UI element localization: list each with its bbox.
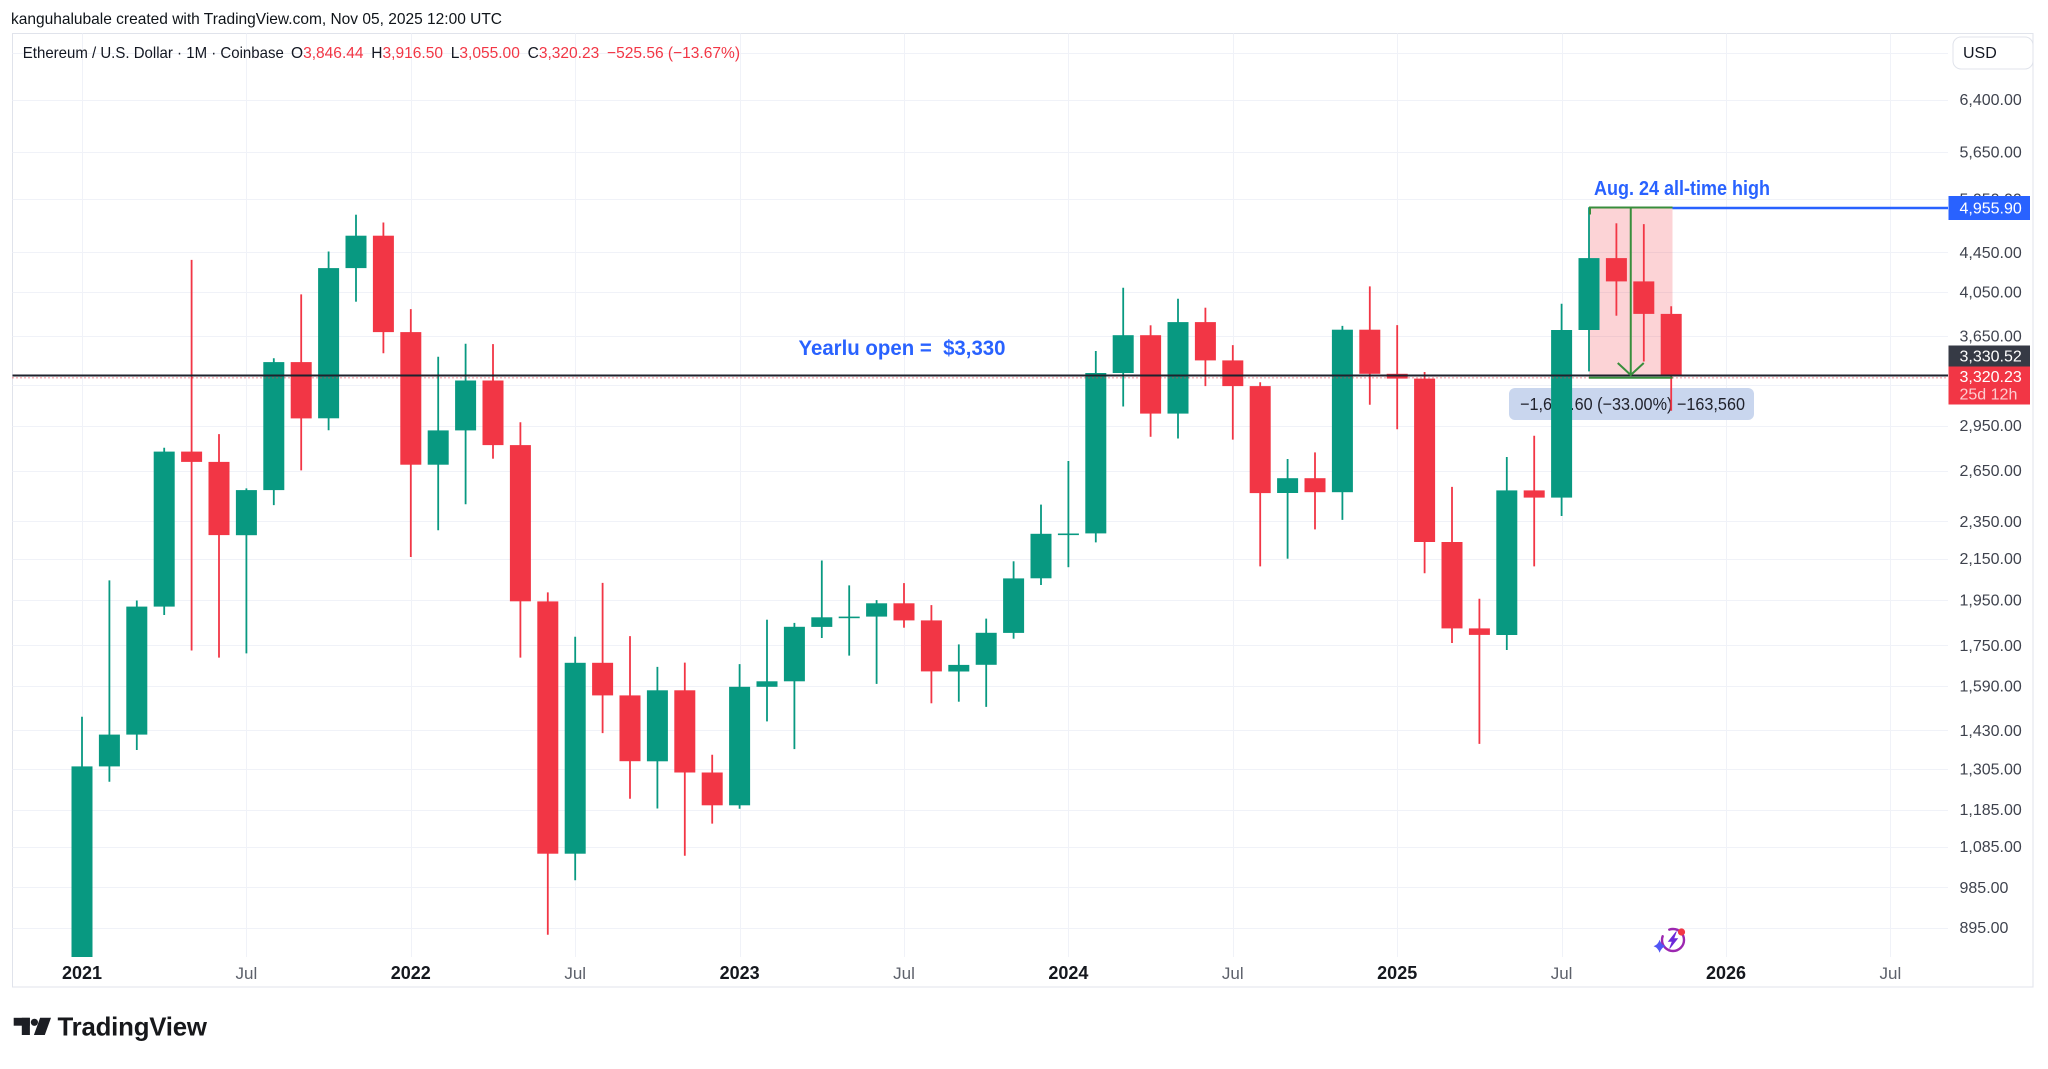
svg-text:1,590.00: 1,590.00 xyxy=(1960,678,2022,695)
svg-text:4,955.90: 4,955.90 xyxy=(1960,201,2022,218)
svg-text:3,320.23: 3,320.23 xyxy=(1960,369,2022,386)
svg-text:2,150.00: 2,150.00 xyxy=(1960,551,2022,568)
svg-text:25d 12h: 25d 12h xyxy=(1960,387,2018,404)
svg-text:Jul: Jul xyxy=(1222,964,1244,983)
svg-text:1,950.00: 1,950.00 xyxy=(1960,592,2022,609)
svg-text:4,450.00: 4,450.00 xyxy=(1960,245,2022,262)
svg-text:Jul: Jul xyxy=(1880,964,1902,983)
svg-text:Jul: Jul xyxy=(1551,964,1573,983)
svg-text:2,650.00: 2,650.00 xyxy=(1960,463,2022,480)
svg-text:2,350.00: 2,350.00 xyxy=(1960,514,2022,531)
svg-text:4,050.00: 4,050.00 xyxy=(1960,285,2022,302)
svg-text:Jul: Jul xyxy=(564,964,586,983)
svg-text:2026: 2026 xyxy=(1706,963,1746,983)
svg-text:Aug. 24 all-time high: Aug. 24 all-time high xyxy=(1594,177,1770,200)
svg-text:Jul: Jul xyxy=(236,964,258,983)
svg-text:kanguhalubale created with Tra: kanguhalubale created with TradingView.c… xyxy=(11,11,502,28)
svg-text:1,430.00: 1,430.00 xyxy=(1960,723,2022,740)
svg-text:3,650.00: 3,650.00 xyxy=(1960,328,2022,345)
svg-text:1,305.00: 1,305.00 xyxy=(1960,761,2022,778)
svg-text:2025: 2025 xyxy=(1377,963,1417,983)
svg-text:2023: 2023 xyxy=(720,963,760,983)
svg-text:895.00: 895.00 xyxy=(1960,920,2009,937)
svg-text:5,650.00: 5,650.00 xyxy=(1960,145,2022,162)
svg-text:1,185.00: 1,185.00 xyxy=(1960,802,2022,819)
svg-text:2021: 2021 xyxy=(62,963,102,983)
svg-text:Jul: Jul xyxy=(893,964,915,983)
svg-text:985.00: 985.00 xyxy=(1960,880,2009,897)
svg-text:Ethereum / U.S. Dollar · 1M ·: Ethereum / U.S. Dollar · 1M · Coinbase xyxy=(23,45,284,62)
svg-text:TradingView: TradingView xyxy=(58,1014,208,1042)
svg-text:3,330.52: 3,330.52 xyxy=(1960,349,2022,366)
svg-text:2,950.00: 2,950.00 xyxy=(1960,418,2022,435)
svg-text:2022: 2022 xyxy=(391,963,431,983)
svg-text:−1,635.60 (−33.00%) −163,560: −1,635.60 (−33.00%) −163,560 xyxy=(1520,394,1745,414)
svg-text:1,750.00: 1,750.00 xyxy=(1960,638,2022,655)
svg-text:2024: 2024 xyxy=(1048,963,1088,983)
svg-text:USD: USD xyxy=(1963,45,1997,62)
svg-text:Yearlu open = $3,330: Yearlu open = $3,330 xyxy=(799,337,1006,360)
svg-text:O3,846.44 H3,916.50 L3,055.00: O3,846.44 H3,916.50 L3,055.00 C3,320.23 … xyxy=(291,45,740,62)
svg-text:6,400.00: 6,400.00 xyxy=(1960,92,2022,109)
svg-text:1,085.00: 1,085.00 xyxy=(1960,839,2022,856)
